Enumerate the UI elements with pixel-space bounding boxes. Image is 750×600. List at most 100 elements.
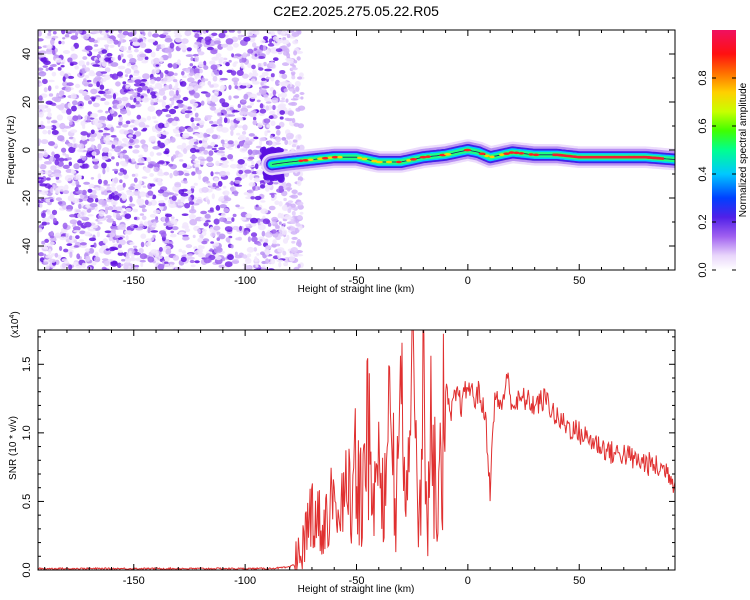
noise-blob: [105, 248, 110, 251]
noise-blob: [219, 204, 227, 209]
noise-blob: [119, 168, 125, 173]
noise-blob: [161, 108, 169, 113]
noise-blob: [103, 44, 110, 47]
noise-blob: [103, 248, 112, 255]
ridge-hotspot: [478, 152, 486, 156]
noise-blob: [260, 251, 265, 256]
noise-blob: [171, 226, 179, 231]
noise-blob: [219, 77, 228, 81]
spectrogram-panel: -150 -100 -50 0 50 -40 -20 0 20 40 Height of str…: [6, 29, 676, 295]
noise-blob: [52, 184, 56, 189]
noise-blob: [276, 129, 281, 136]
noise-blob: [229, 125, 236, 131]
noise-blob: [228, 84, 232, 90]
noise-blob: [220, 163, 229, 168]
noise-blob: [151, 116, 157, 120]
noise-blob: [157, 140, 161, 145]
noise-blob: [94, 251, 99, 258]
noise-blob: [188, 196, 192, 202]
noise-blob: [248, 36, 256, 43]
noise-blob: [210, 141, 216, 147]
noise-blob: [263, 45, 267, 52]
colorbar-tick-label: 0.2: [697, 214, 709, 229]
noise-blob: [209, 84, 214, 88]
noise-blob: [51, 130, 59, 135]
noise-blob: [184, 228, 191, 233]
noise-blob: [224, 226, 233, 232]
noise-blob: [186, 127, 194, 133]
noise-blob: [54, 85, 59, 89]
noise-blob: [126, 230, 133, 235]
noise-blob: [279, 116, 284, 120]
noise-blob: [116, 184, 124, 192]
noise-blob: [133, 224, 139, 229]
noise-blob: [221, 102, 230, 108]
noise-blob: [169, 136, 176, 143]
noise-blob: [114, 146, 121, 153]
noise-blob: [256, 253, 260, 256]
noise-blob: [297, 192, 303, 196]
noise-blob: [275, 243, 281, 247]
noise-blob: [287, 110, 295, 116]
noise-blob: [273, 57, 279, 61]
noise-blob: [102, 147, 110, 153]
noise-blob: [105, 215, 112, 219]
noise-blob: [98, 57, 107, 62]
noise-blob: [300, 96, 304, 100]
noise-blob: [88, 248, 95, 254]
noise-blob: [116, 71, 124, 77]
noise-blob: [137, 157, 145, 164]
noise-blob: [172, 62, 177, 70]
noise-blob: [116, 125, 122, 129]
noise-blob: [84, 163, 89, 169]
noise-blob: [82, 56, 88, 60]
noise-blob: [43, 253, 47, 257]
noise-blob: [122, 31, 129, 36]
noise-blob: [278, 121, 285, 128]
noise-blob: [93, 242, 97, 248]
noise-blob: [161, 101, 167, 108]
noise-blob: [291, 189, 298, 195]
noise-blob: [203, 60, 207, 67]
noise-blob: [206, 46, 214, 51]
noise-blob: [237, 159, 245, 165]
noise-blob: [201, 240, 208, 245]
noise-blob: [86, 208, 92, 213]
noise-blob: [69, 219, 78, 225]
noise-blob: [213, 40, 221, 45]
noise-blob: [139, 53, 147, 58]
ridge-hotspot: [503, 152, 510, 155]
noise-blob: [138, 154, 144, 158]
noise-blob: [76, 253, 81, 260]
noise-blob: [223, 117, 228, 124]
noise-blob: [281, 97, 285, 100]
noise-blob: [78, 89, 84, 94]
ridge-hotspot: [356, 156, 363, 160]
noise-blob: [234, 85, 239, 89]
noise-blob: [46, 107, 52, 113]
noise-blob: [162, 191, 170, 197]
noise-blob: [49, 213, 55, 220]
noise-blob: [189, 82, 197, 86]
noise-blob: [38, 111, 44, 118]
ridge-hotspot: [375, 160, 383, 164]
noise-blob: [67, 102, 72, 108]
ridge-hotspot: [302, 158, 310, 162]
noise-blob: [295, 134, 302, 141]
noise-blob: [235, 117, 244, 121]
noise-blob: [194, 133, 200, 136]
noise-blob: [43, 152, 48, 158]
noise-blob: [250, 232, 258, 238]
noise-blob: [145, 241, 151, 247]
noise-blob: [70, 53, 78, 60]
noise-blob: [79, 230, 86, 235]
noise-blob: [78, 203, 82, 209]
noise-blob: [135, 100, 140, 105]
noise-blob: [48, 170, 52, 174]
noise-blob: [232, 213, 237, 218]
noise-blob: [209, 60, 216, 65]
noise-blob: [185, 54, 194, 57]
noise-blob: [170, 201, 174, 205]
noise-blob: [211, 147, 217, 151]
noise-blob: [38, 38, 44, 42]
